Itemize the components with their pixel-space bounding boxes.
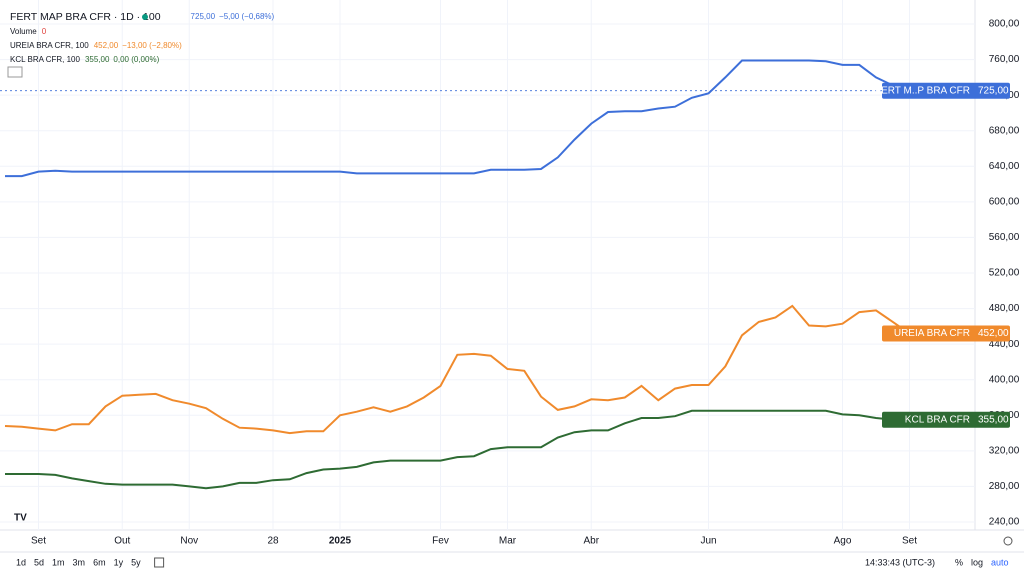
x-tick-label: Ago xyxy=(834,536,852,547)
price-tag-name: FERT M..P BRA CFR xyxy=(875,85,970,96)
x-tick-label: Fev xyxy=(432,536,449,547)
x-tick-label: Set xyxy=(31,536,46,547)
price-tag xyxy=(882,411,1010,428)
x-tick-label: Jun xyxy=(700,536,716,547)
legend-change: −13,00 (−2,80%) xyxy=(122,41,182,50)
scale-option[interactable]: % xyxy=(955,557,963,567)
price-tag xyxy=(882,325,1010,342)
x-tick-label: 28 xyxy=(267,536,279,547)
legend-last: 725,00 xyxy=(191,12,216,21)
legend-title: Volume xyxy=(10,27,37,36)
y-tick-label: 240,00 xyxy=(989,517,1020,528)
range-button[interactable]: 3m xyxy=(73,557,86,567)
line-series xyxy=(5,409,910,490)
legend-last: 0 xyxy=(42,27,47,36)
legend-change: −5,00 (−0,68%) xyxy=(219,12,274,21)
x-tick-label: Abr xyxy=(583,536,599,547)
status-dot xyxy=(142,14,148,20)
y-tick-label: 760,00 xyxy=(989,54,1020,65)
legend-last: 355,00 xyxy=(85,55,110,64)
time-display: 14:33:43 (UTC-3) xyxy=(865,557,935,567)
price-tag-value: 725,00 xyxy=(978,85,1009,96)
range-button[interactable]: 5y xyxy=(131,557,141,567)
y-tick-label: 480,00 xyxy=(989,303,1020,314)
y-tick-label: 520,00 xyxy=(989,268,1020,279)
price-tag-name: UREIA BRA CFR xyxy=(894,328,970,339)
x-tick-label: Nov xyxy=(180,536,198,547)
y-tick-label: 440,00 xyxy=(989,339,1020,350)
y-tick-label: 600,00 xyxy=(989,196,1020,207)
x-tick-label: 2025 xyxy=(329,536,352,547)
scale-option[interactable]: auto xyxy=(991,557,1009,567)
price-tag-value: 452,00 xyxy=(978,328,1009,339)
price-tag-value: 355,00 xyxy=(978,414,1009,425)
range-button[interactable]: 1d xyxy=(16,557,26,567)
line-series xyxy=(5,59,910,178)
x-tick-label: Out xyxy=(114,536,130,547)
collapse-button[interactable] xyxy=(7,66,23,78)
legend-last: 452,00 xyxy=(94,41,119,50)
legend-title: KCL BRA CFR, 100 xyxy=(10,55,81,64)
y-tick-label: 560,00 xyxy=(989,232,1020,243)
range-button[interactable]: 6m xyxy=(93,557,106,567)
y-tick-label: 640,00 xyxy=(989,161,1020,172)
settings-button[interactable] xyxy=(1003,536,1013,546)
price-tag xyxy=(882,82,1010,99)
logo: TV xyxy=(14,513,27,524)
range-button[interactable]: 1y xyxy=(114,557,124,567)
price-tag-name: KCL BRA CFR xyxy=(905,414,970,425)
y-tick-label: 280,00 xyxy=(989,481,1020,492)
legend-change: 0,00 (0,00%) xyxy=(113,55,159,64)
legend-title: UREIA BRA CFR, 100 xyxy=(10,41,89,50)
x-tick-label: Set xyxy=(902,536,917,547)
x-tick-label: Mar xyxy=(499,536,517,547)
legend-title: FERT MAP BRA CFR · 1D · 100 xyxy=(10,11,161,23)
y-tick-label: 800,00 xyxy=(989,19,1020,30)
range-button[interactable]: 5d xyxy=(34,557,44,567)
range-button[interactable]: 1m xyxy=(52,557,65,567)
y-tick-label: 320,00 xyxy=(989,445,1020,456)
scale-option[interactable]: log xyxy=(971,557,983,567)
date-range-button[interactable] xyxy=(154,557,165,568)
line-series xyxy=(4,304,911,435)
y-tick-label: 680,00 xyxy=(989,125,1020,136)
y-tick-label: 400,00 xyxy=(989,374,1020,385)
